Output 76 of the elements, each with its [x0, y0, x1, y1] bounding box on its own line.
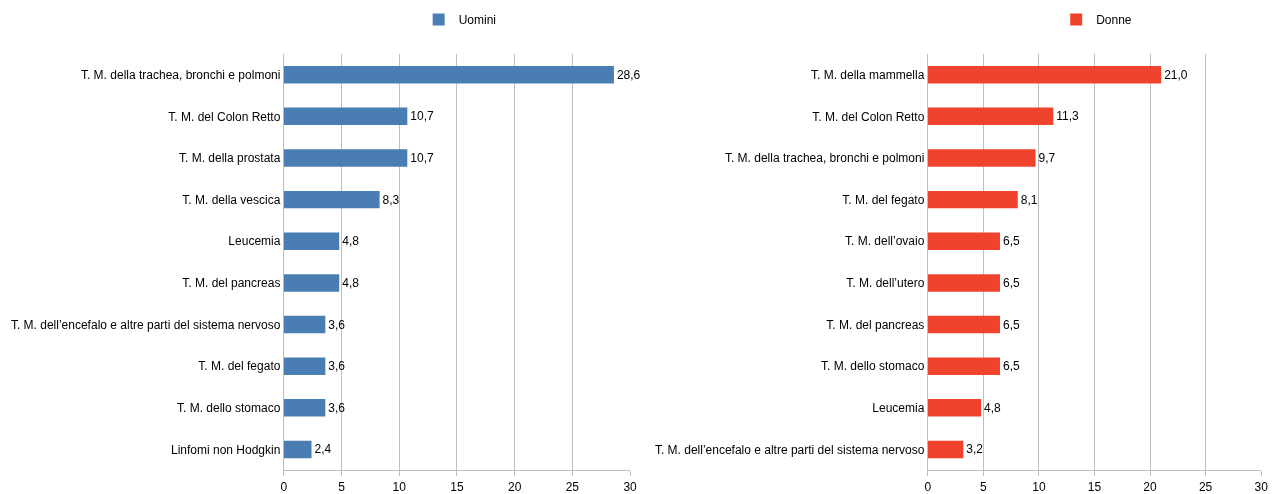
data-label: 6,5 — [1002, 317, 1020, 332]
y-tick-label: T. M. della vescica — [182, 192, 281, 207]
y-tick-label: T. M. della trachea, bronchi e polmoni — [80, 67, 281, 82]
y-tick-label: T. M. del Colon Retto — [168, 109, 281, 124]
bar — [927, 232, 1000, 251]
bar — [927, 107, 1054, 126]
data-label: 3,6 — [328, 317, 346, 332]
bar — [283, 440, 312, 459]
y-tick-label: T. M. dell’encefalo e altre parti del sistema nervoso — [654, 442, 925, 457]
bar — [283, 232, 340, 251]
bar — [283, 399, 326, 417]
data-label: 10,7 — [410, 109, 434, 124]
y-tick-label: T. M. della mammella — [810, 67, 925, 82]
data-label: 6,5 — [1002, 359, 1020, 374]
bar — [283, 274, 340, 292]
data-label: 9,7 — [1038, 150, 1056, 165]
x-tick-label: 5 — [338, 479, 346, 494]
x-tick-label: 25 — [1198, 479, 1213, 494]
y-tick-label: T. M. dell’ovaio — [844, 234, 925, 249]
data-label: 11,3 — [1056, 109, 1080, 124]
data-label: 10,7 — [410, 150, 434, 165]
data-label: 4,8 — [342, 234, 360, 249]
bar — [927, 65, 1162, 84]
data-label: 4,8 — [984, 400, 1002, 415]
x-tick-label: 30 — [1254, 479, 1269, 494]
x-tick-label: 15 — [450, 479, 464, 494]
legend-label: Donne — [1096, 13, 1132, 28]
data-label: 6,5 — [1002, 234, 1020, 249]
y-tick-label: T. M. dello stomaco — [177, 401, 281, 416]
bar — [283, 107, 408, 126]
y-tick-label: T. M. del Colon Retto — [812, 109, 925, 124]
y-tick-label: T. M. della prostata — [179, 151, 281, 166]
bar — [283, 190, 380, 209]
y-tick-label: T. M. del pancreas — [826, 317, 925, 332]
y-tick-label: Linfomi non Hodgkin — [170, 442, 281, 457]
bar — [927, 190, 1018, 209]
data-label: 6,5 — [1002, 275, 1020, 290]
x-tick-label: 20 — [507, 479, 522, 494]
bar — [927, 357, 1000, 375]
y-tick-label: T. M. dello stomaco — [820, 359, 925, 374]
bar — [927, 274, 1000, 292]
x-tick-label: 0 — [280, 479, 288, 494]
data-label: 21,0 — [1164, 67, 1188, 82]
legend-label: Uomini — [458, 13, 497, 28]
bar — [283, 315, 326, 334]
bar — [927, 149, 1036, 167]
data-label: 3,6 — [328, 400, 346, 415]
y-tick-label: T. M. della trachea, bronchi e polmoni — [724, 151, 925, 166]
data-label: 8,1 — [1020, 192, 1038, 207]
y-tick-label: Leucemia — [228, 234, 281, 249]
bar — [927, 399, 982, 417]
bar — [283, 65, 614, 84]
y-tick-label: Leucemia — [872, 401, 925, 416]
x-tick-label: 10 — [1032, 479, 1046, 494]
bar — [927, 440, 964, 459]
data-label: 3,6 — [328, 359, 346, 374]
x-tick-label: 30 — [623, 479, 638, 494]
data-label: 8,3 — [382, 192, 400, 207]
x-tick-label: 20 — [1143, 479, 1158, 494]
x-tick-label: 25 — [565, 479, 580, 494]
x-tick-label: 5 — [979, 479, 987, 494]
bar — [927, 315, 1000, 334]
y-tick-label: T. M. del fegato — [198, 359, 281, 374]
x-tick-label: 15 — [1087, 479, 1102, 494]
y-tick-label: T. M. dell’encefalo e altre parti del sistema nervoso — [10, 317, 281, 332]
y-tick-label: T. M. del pancreas — [182, 276, 281, 291]
bar — [283, 149, 408, 167]
data-label: 28,6 — [616, 67, 641, 82]
data-label: 3,2 — [966, 442, 984, 457]
y-tick-label: T. M. del fegato — [842, 192, 925, 207]
bar — [283, 357, 326, 375]
data-label: 4,8 — [342, 275, 360, 290]
x-tick-label: 10 — [392, 479, 407, 494]
x-tick-label: 0 — [924, 479, 932, 494]
data-label: 2,4 — [314, 442, 332, 457]
y-tick-label: T. M. dell’utero — [846, 276, 925, 291]
